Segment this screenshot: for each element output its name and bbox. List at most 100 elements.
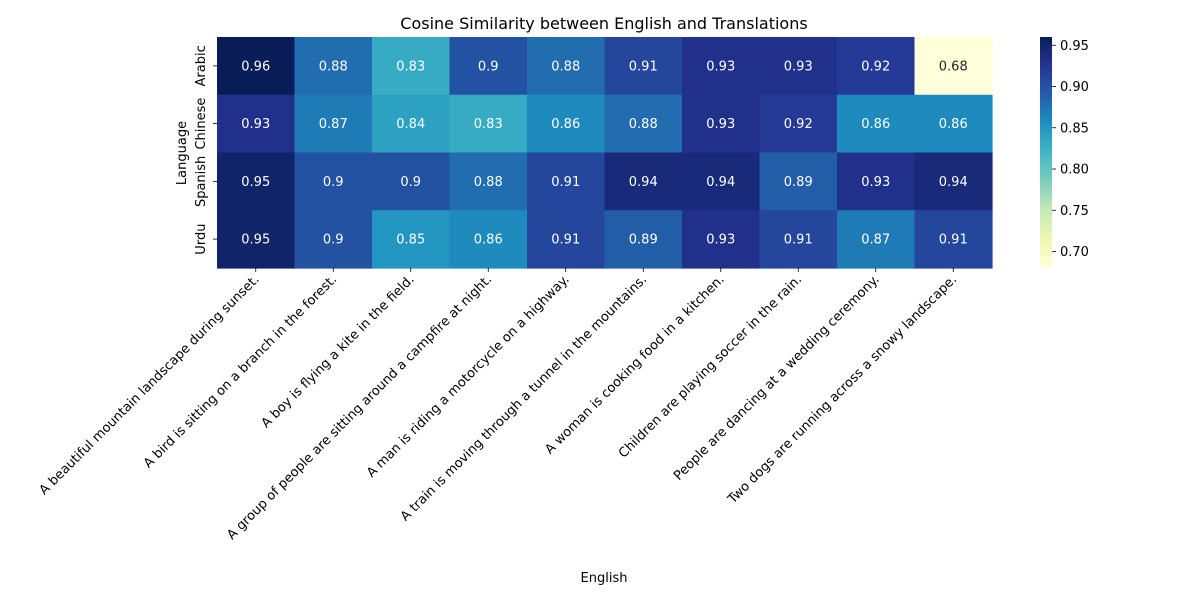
row-labels: Arabic Chinese Spanish Urdu	[194, 45, 217, 255]
heatmap-cell	[527, 94, 606, 154]
cell-value-label: 0.95	[241, 175, 270, 190]
cell-value-label: 0.83	[396, 59, 425, 74]
heatmap-cell	[759, 152, 838, 211]
chart-title: Cosine Similarity between English and Tr…	[400, 14, 807, 33]
cell-value-label: 0.87	[861, 233, 890, 248]
y-axis-label: Language	[175, 121, 190, 185]
heatmap-cell	[449, 210, 528, 269]
heatmap-cell	[217, 152, 296, 211]
cell-value-label: 0.88	[551, 59, 580, 74]
heatmap-cell	[682, 37, 761, 96]
cell-value-label: 0.91	[784, 233, 813, 248]
heatmap-cell	[527, 152, 606, 211]
colorbar-tick-label: 0.90	[1060, 80, 1089, 95]
cell-value-label: 0.93	[241, 117, 270, 132]
heatmap-cell	[837, 210, 916, 269]
cell-value-label: 0.91	[939, 233, 968, 248]
cell-value-label: 0.93	[861, 175, 890, 190]
heatmap-cell	[837, 152, 916, 211]
cell-value-label: 0.92	[861, 59, 890, 74]
heatmap-cell	[527, 37, 606, 96]
heatmap-cell	[372, 152, 451, 211]
column-label: A group of people are sitting around a c…	[224, 272, 495, 543]
colorbar-tick-label: 0.85	[1060, 121, 1089, 136]
cell-value-label: 0.93	[706, 117, 735, 132]
heatmap-cell	[604, 152, 683, 211]
heatmap-cell	[759, 94, 838, 154]
heatmap-cell	[837, 37, 916, 96]
cell-value-label: 0.83	[474, 117, 503, 132]
cell-value-label: 0.94	[706, 175, 735, 190]
heatmap-cell	[759, 37, 838, 96]
heatmap-cell	[449, 94, 528, 154]
heatmap-cell	[372, 94, 451, 154]
heatmap-cell	[217, 37, 296, 96]
column-labels: A beautiful mountain landscape during su…	[37, 268, 960, 543]
column-label: A woman is cooking food in a kitchen.	[542, 272, 727, 457]
colorbar-tick-label: 0.70	[1060, 245, 1089, 260]
heatmap-cell	[914, 210, 993, 269]
heatmap-cell	[294, 210, 373, 269]
heatmap-cell	[294, 94, 373, 154]
heatmap-cell	[372, 37, 451, 96]
heatmap-cell	[449, 152, 528, 211]
cell-value-label: 0.91	[629, 59, 658, 74]
heatmap-cell	[294, 37, 373, 96]
cell-value-label: 0.9	[478, 59, 499, 74]
heatmap-cell	[759, 210, 838, 269]
heatmap-cell	[372, 210, 451, 269]
cell-value-label: 0.9	[323, 233, 344, 248]
heatmap-cell	[914, 152, 993, 211]
heatmap-cell	[217, 210, 296, 269]
heatmap-cell	[449, 37, 528, 96]
heatmap-cell	[604, 94, 683, 154]
heatmap-cell	[682, 94, 761, 154]
colorbar-tick-label: 0.75	[1060, 204, 1089, 219]
cell-value-label: 0.9	[323, 175, 344, 190]
cell-value-label: 0.68	[939, 59, 968, 74]
heatmap-cell	[294, 152, 373, 211]
cell-value-label: 0.93	[706, 59, 735, 74]
cell-value-label: 0.93	[784, 59, 813, 74]
colorbar: 0.70 0.75 0.80 0.85 0.90 0.95	[1040, 37, 1089, 268]
colorbar-tick-label: 0.95	[1060, 39, 1089, 54]
cell-value-label: 0.91	[551, 175, 580, 190]
cell-value-label: 0.89	[629, 233, 658, 248]
cell-value-label: 0.94	[629, 175, 658, 190]
cell-value-label: 0.93	[706, 233, 735, 248]
cell-value-label: 0.89	[784, 175, 813, 190]
cell-value-label: 0.87	[319, 117, 348, 132]
heatmap-cell	[837, 94, 916, 154]
cell-value-label: 0.85	[396, 233, 425, 248]
heatmap-cell	[217, 94, 296, 154]
row-label: Spanish	[194, 156, 209, 207]
cell-value-label: 0.86	[939, 117, 968, 132]
cell-value-label: 0.9	[400, 175, 421, 190]
row-label: Chinese	[194, 98, 209, 150]
cell-value-label: 0.96	[241, 59, 270, 74]
cell-value-label: 0.92	[784, 117, 813, 132]
cell-value-label: 0.94	[939, 175, 968, 190]
cell-value-label: 0.88	[474, 175, 503, 190]
cell-value-label: 0.84	[396, 117, 425, 132]
x-axis-label: English	[581, 571, 628, 586]
row-label: Arabic	[194, 45, 209, 86]
heatmap-cell	[914, 94, 993, 154]
heatmap-cells: 0.96 0.88 0.83 0.9 0.88 0.91 0.93 0.93 0.92 0.68 0…	[217, 37, 993, 269]
cell-value-label: 0.86	[474, 233, 503, 248]
column-label: A boy is flying a kite in the field.	[259, 272, 418, 431]
heatmap-cell	[527, 210, 606, 269]
heatmap-cell	[604, 37, 683, 96]
colorbar-gradient	[1040, 37, 1052, 268]
cell-value-label: 0.86	[551, 117, 580, 132]
heatmap-cell	[914, 37, 993, 96]
row-label: Urdu	[194, 224, 209, 255]
heatmap-cell	[682, 152, 761, 211]
heatmap-cell	[604, 210, 683, 269]
cell-value-label: 0.88	[319, 59, 348, 74]
cell-value-label: 0.95	[241, 233, 270, 248]
cell-value-label: 0.86	[861, 117, 890, 132]
colorbar-tick-label: 0.80	[1060, 163, 1089, 178]
cell-value-label: 0.88	[629, 117, 658, 132]
